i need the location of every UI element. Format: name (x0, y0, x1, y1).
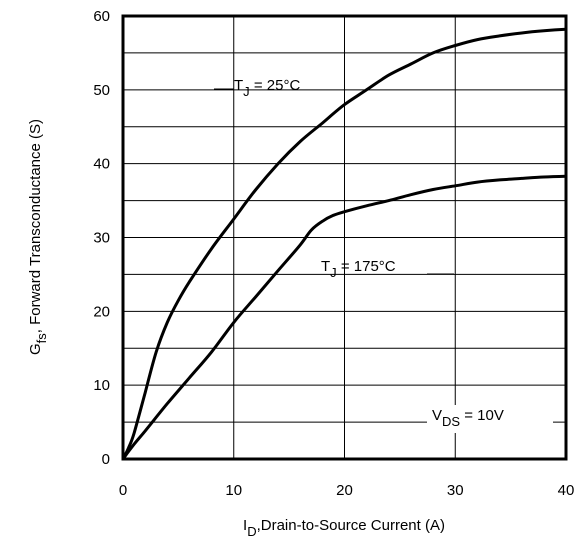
series-label-175c: TJ = 175°C (321, 258, 396, 280)
y-tick-label: 20 (93, 303, 110, 320)
data-curves (121, 27, 567, 460)
y-axis-label: Gfs, Forward Transconductance (S) (27, 119, 49, 355)
tick-labels: 0 10 20 30 40 0 10 20 30 40 50 60 (93, 8, 574, 499)
curve-tj-25c (121, 27, 567, 460)
x-tick-label: 0 (119, 482, 127, 499)
y-tick-label: 0 (102, 451, 110, 468)
y-tick-label: 30 (93, 230, 110, 247)
plot-frame (121, 14, 568, 461)
curve-tj-175c (121, 174, 567, 460)
x-tick-label: 20 (336, 482, 353, 499)
vds-annotation: VDS = 10V (432, 407, 504, 429)
x-tick-label: 40 (558, 482, 575, 499)
y-tick-label: 60 (93, 8, 110, 25)
grid-lines (123, 16, 566, 459)
x-axis-label: ID,Drain-to-Source Current (A) (243, 517, 445, 539)
y-tick-label: 10 (93, 377, 110, 394)
x-tick-label: 10 (225, 482, 242, 499)
x-tick-label: 30 (447, 482, 464, 499)
y-tick-label: 50 (93, 82, 110, 99)
series-label-25c: TJ = 25°C (234, 77, 300, 99)
y-tick-label: 40 (93, 156, 110, 173)
vds-annotation-bg (427, 405, 553, 433)
